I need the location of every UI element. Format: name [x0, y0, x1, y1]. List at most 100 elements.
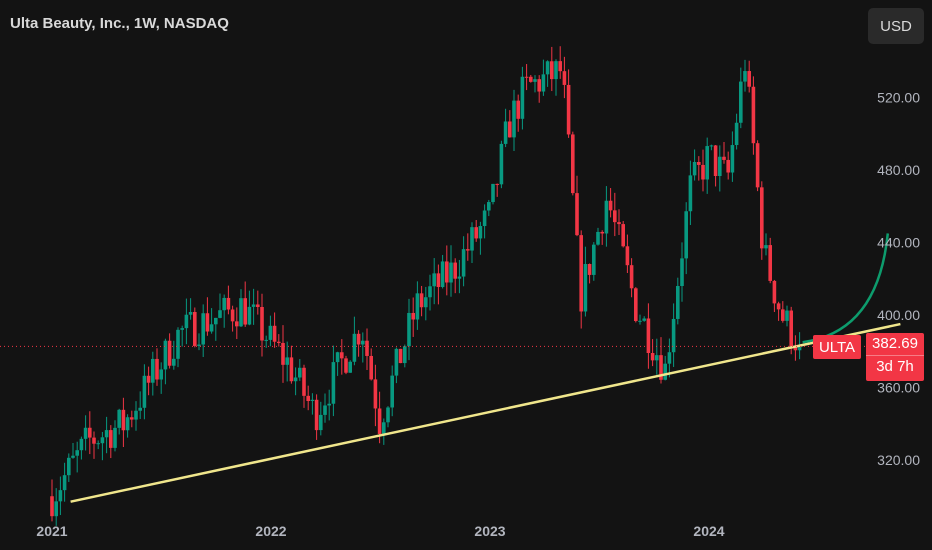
candle-body: [260, 306, 264, 341]
candle: [466, 233, 470, 261]
candle-body: [709, 145, 714, 147]
candle: [688, 160, 693, 226]
candle: [533, 75, 537, 93]
candle: [390, 365, 394, 417]
candle-body: [348, 361, 352, 373]
candle: [88, 411, 92, 455]
candle-body: [558, 61, 562, 72]
candle: [361, 332, 365, 363]
candle: [398, 348, 403, 364]
candle: [772, 279, 777, 313]
candle: [436, 264, 441, 305]
candle: [776, 301, 781, 321]
candle: [629, 258, 634, 298]
candle-body: [243, 298, 247, 325]
candle: [319, 401, 323, 436]
candle-body: [352, 333, 357, 362]
candle-body: [256, 304, 260, 307]
candle-body: [503, 121, 508, 144]
candle-body: [789, 310, 793, 347]
candle: [650, 339, 655, 367]
candle-body: [550, 61, 554, 80]
candle-body: [167, 340, 172, 366]
candle: [508, 110, 512, 138]
candle-body: [415, 293, 420, 320]
candle: [671, 303, 676, 367]
candle-body: [659, 355, 663, 380]
candle-body: [222, 297, 226, 311]
candle: [382, 418, 386, 445]
candle-body: [533, 79, 537, 82]
candle: [512, 89, 516, 151]
candle-body: [226, 297, 231, 310]
candle: [92, 431, 96, 459]
candle: [172, 340, 176, 370]
candle-body: [600, 231, 604, 234]
price-tag: 382.69 3d 7h: [866, 333, 924, 381]
candle: [386, 406, 390, 428]
candle-body: [277, 341, 281, 343]
candle-body: [419, 293, 424, 308]
candle: [310, 393, 315, 415]
last-price-value: 382.69: [872, 335, 918, 352]
candle-body: [67, 457, 71, 476]
candle-body: [726, 159, 730, 173]
y-tick-label: 400.00: [877, 307, 920, 323]
candle: [67, 453, 71, 482]
candle-body: [692, 162, 697, 176]
candle-body: [772, 280, 777, 304]
candle: [142, 364, 147, 420]
candle-body: [201, 313, 205, 345]
candle-body: [214, 317, 218, 325]
candle-body: [676, 286, 680, 319]
candle-body: [466, 249, 470, 251]
candle: [453, 258, 457, 294]
candle-body: [138, 407, 142, 411]
candle-body: [445, 261, 449, 283]
candle: [146, 366, 151, 396]
candle: [457, 259, 462, 294]
candle-body: [369, 355, 373, 380]
candle: [201, 304, 205, 357]
candle-body: [629, 265, 634, 289]
candle: [428, 274, 432, 311]
candle: [348, 360, 352, 373]
chart-title: Ulta Beauty, Inc., 1W, NASDAQ: [10, 15, 229, 32]
candle: [50, 479, 54, 522]
candle: [587, 263, 592, 284]
candle: [306, 385, 310, 411]
candle-body: [655, 355, 659, 361]
candle: [176, 327, 180, 368]
candle: [407, 298, 411, 361]
candle: [718, 145, 722, 192]
candle: [470, 222, 474, 264]
candle: [722, 142, 726, 164]
candle-body: [62, 475, 67, 491]
candle-body: [776, 303, 781, 310]
candle-body: [54, 501, 58, 517]
candle: [75, 441, 79, 473]
candle-body: [109, 430, 113, 448]
candle: [520, 66, 525, 130]
candle-body: [642, 318, 646, 321]
candle: [579, 230, 583, 329]
candle-body: [671, 318, 676, 353]
bar-countdown: 3d 7h: [866, 355, 924, 378]
candle-body: [125, 417, 130, 431]
candle-body: [281, 342, 285, 365]
candle-body: [436, 273, 441, 288]
currency-button[interactable]: USD: [868, 8, 924, 44]
x-tick-label: 2021: [36, 523, 67, 539]
candle-body: [508, 121, 512, 138]
candle-body: [335, 352, 340, 363]
candle-body: [209, 324, 214, 332]
support-trendline: [70, 322, 901, 503]
candle: [558, 46, 562, 79]
candle: [54, 488, 58, 526]
y-tick-label: 440.00: [877, 235, 920, 251]
candle-body: [499, 143, 504, 185]
candle: [785, 305, 789, 327]
candle-body: [298, 367, 302, 378]
candle: [655, 338, 659, 375]
